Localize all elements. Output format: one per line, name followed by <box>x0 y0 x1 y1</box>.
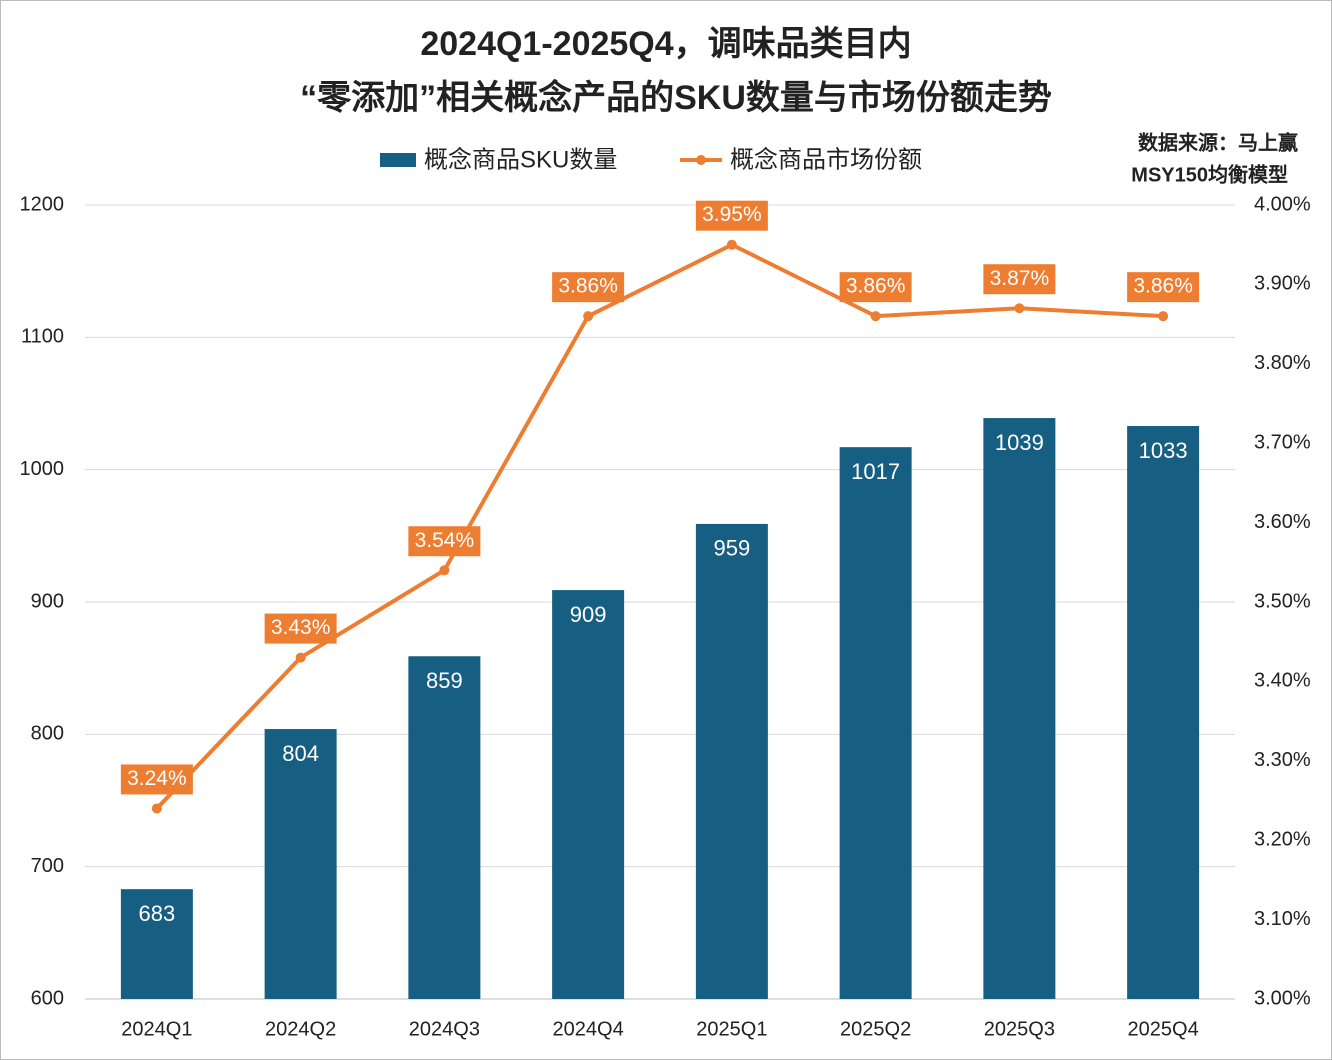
y-tick-label: 600 <box>31 987 64 1009</box>
y-tick-label: 800 <box>31 723 64 745</box>
y2-tick-label: 4.00% <box>1254 193 1311 215</box>
bar <box>695 523 768 999</box>
line-value-label: 3.86% <box>1133 275 1193 298</box>
line-point <box>726 239 737 250</box>
bar-value-label: 1033 <box>1139 438 1188 463</box>
y-tick-label: 1000 <box>20 458 65 480</box>
line-value-label: 3.54% <box>415 529 475 552</box>
bar <box>552 590 625 999</box>
y2-tick-label: 3.10% <box>1254 908 1311 930</box>
y2-tick-label: 3.60% <box>1254 511 1311 533</box>
y-tick-label: 1100 <box>21 326 64 348</box>
value-label-box <box>120 764 193 795</box>
bar <box>839 447 912 999</box>
bar-value-label: 909 <box>570 602 607 627</box>
legend-swatch-dot <box>696 155 706 165</box>
legend-swatch <box>380 153 416 167</box>
source-note: 数据来源：马上赢 <box>1138 130 1298 154</box>
bar <box>1127 425 1200 999</box>
line-point <box>583 311 594 322</box>
line-point <box>1158 311 1169 322</box>
x-tick-label: 2024Q2 <box>265 1018 336 1040</box>
y2-tick-label: 3.00% <box>1254 987 1311 1009</box>
bar-value-label: 804 <box>282 741 319 766</box>
bar-value-label: 1039 <box>995 430 1044 455</box>
x-tick-label: 2024Q4 <box>553 1018 624 1040</box>
line-point <box>439 565 450 576</box>
x-tick-label: 2025Q2 <box>840 1018 911 1040</box>
value-label-box <box>1127 272 1200 303</box>
value-label-box <box>983 264 1056 295</box>
y-tick-label: 700 <box>31 855 64 877</box>
y-tick-label: 900 <box>31 590 64 612</box>
source-note: MSY150均衡模型 <box>1131 162 1288 186</box>
line-value-label: 3.86% <box>558 275 618 298</box>
value-label-box <box>264 613 337 644</box>
bar <box>120 889 193 999</box>
bar-value-label: 959 <box>714 536 751 561</box>
legend-label: 概念商品SKU数量 <box>424 146 617 173</box>
value-label-box <box>695 200 768 231</box>
bar-value-label: 683 <box>139 901 176 926</box>
value-label-box <box>839 272 912 303</box>
y2-tick-label: 3.20% <box>1254 828 1311 850</box>
line-value-label: 3.87% <box>990 267 1050 290</box>
chart-subtitle: “零添加”相关概念产品的SKU数量与市场份额走势 <box>300 78 1052 117</box>
bar <box>983 418 1056 1000</box>
y2-tick-label: 3.40% <box>1254 670 1311 692</box>
y-tick-label: 1200 <box>20 193 65 215</box>
x-tick-label: 2025Q3 <box>984 1018 1055 1040</box>
line-point <box>295 652 306 663</box>
x-tick-label: 2025Q4 <box>1128 1018 1199 1040</box>
legend-label: 概念商品市场份额 <box>730 146 922 173</box>
bar <box>264 729 337 999</box>
line-value-label: 3.24% <box>127 767 187 790</box>
line-point <box>870 311 881 322</box>
x-tick-label: 2025Q1 <box>696 1018 767 1040</box>
bar-value-label: 859 <box>426 668 463 693</box>
line-value-label: 3.43% <box>271 616 331 639</box>
y2-tick-label: 3.70% <box>1254 431 1311 453</box>
y2-tick-label: 3.80% <box>1254 352 1311 374</box>
chart-title: 2024Q1-2025Q4，调味品类目内 <box>420 25 911 63</box>
y2-tick-label: 3.90% <box>1254 273 1311 295</box>
y2-tick-label: 3.50% <box>1254 590 1311 612</box>
bar <box>408 656 481 999</box>
x-tick-label: 2024Q3 <box>409 1018 480 1040</box>
x-tick-label: 2024Q1 <box>121 1018 192 1040</box>
line-point <box>1014 303 1025 314</box>
value-label-box <box>408 526 481 557</box>
bar-value-label: 1017 <box>851 459 900 484</box>
line-value-label: 3.95% <box>702 203 762 226</box>
value-label-box <box>552 272 625 303</box>
y2-tick-label: 3.30% <box>1254 749 1311 771</box>
line-point <box>151 803 162 814</box>
line-value-label: 3.86% <box>846 275 906 298</box>
